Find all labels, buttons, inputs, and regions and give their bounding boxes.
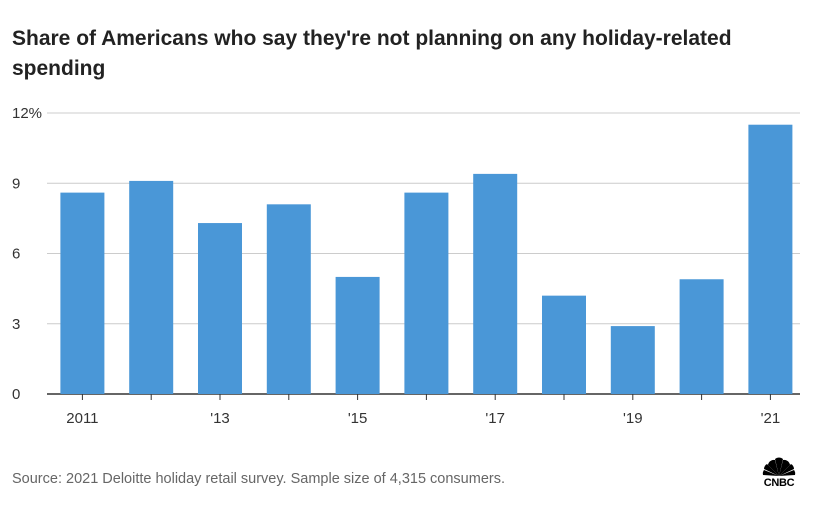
- y-tick-label: 6: [12, 246, 20, 263]
- bar: [266, 204, 311, 394]
- x-tick-label: '15: [348, 410, 368, 427]
- bar: [473, 173, 518, 394]
- x-tick-label: '21: [761, 410, 781, 427]
- chart-title: Share of Americans who say they're not p…: [12, 27, 732, 80]
- bar: [60, 192, 105, 394]
- bar: [129, 180, 174, 394]
- source-note: Source: 2021 Deloitte holiday retail sur…: [12, 471, 505, 487]
- y-axis-ticks: 0 3 6 9 12%: [12, 105, 42, 403]
- bar: [404, 192, 449, 394]
- bar: [610, 326, 655, 394]
- cnbc-logo-text: CNBC: [763, 477, 795, 489]
- y-tick-label: 9: [12, 175, 20, 192]
- bar: [335, 276, 380, 394]
- x-tick-label: '13: [210, 410, 230, 427]
- bars: [60, 124, 793, 394]
- y-tick-label: 12%: [12, 105, 42, 122]
- y-tick-label: 0: [12, 386, 20, 403]
- x-tick-label: '19: [623, 410, 643, 427]
- bar: [679, 279, 724, 394]
- x-axis-ticks: 2011 '13 '15 '17 '19 '21: [66, 394, 780, 427]
- x-tick-label: 2011: [66, 410, 98, 427]
- cnbc-peacock-icon: [762, 457, 796, 476]
- x-tick-label: '17: [485, 410, 505, 427]
- bar: [198, 223, 242, 394]
- y-tick-label: 3: [12, 316, 20, 333]
- bar: [542, 295, 586, 394]
- bar: [748, 124, 793, 394]
